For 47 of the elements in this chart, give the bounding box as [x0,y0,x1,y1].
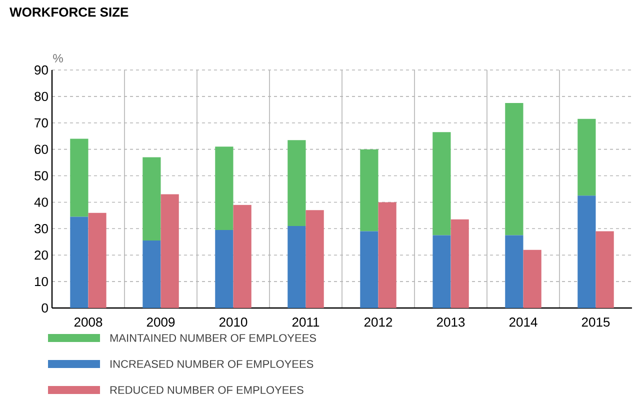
x-tick-label: 2012 [364,318,392,327]
y-tick-label: 10 [35,276,48,286]
y-axis-title: % [53,54,63,62]
x-tick-label: 2013 [436,318,465,327]
bar [432,235,451,308]
bar [142,157,161,241]
bar [432,132,451,236]
bar [450,219,469,308]
bar [505,235,524,308]
y-tick-label: 80 [34,92,48,102]
bar [360,231,378,308]
y-tick-label: 0 [42,303,48,313]
x-tick-label: 2009 [146,318,175,327]
y-tick-label: 60 [34,144,48,154]
bar [88,212,106,308]
y-tick-label: 40 [34,198,48,207]
bar [215,146,234,230]
bar [306,210,324,308]
bar [142,240,161,308]
x-tick-label: 2010 [219,318,248,327]
bar [288,226,306,308]
bar [578,118,596,196]
x-tick-label: 2014 [509,318,538,327]
bar [160,194,179,308]
legend-label: REDUCED NUMBER OF EMPLOYEES [110,386,304,394]
bar [70,138,88,217]
y-tick-label: 20 [34,250,48,260]
bar [360,149,378,232]
legend-label: INCREASED NUMBER OF EMPLOYEES [110,360,314,368]
bar [233,204,252,308]
bar [523,250,542,308]
chart-title: WORKFORCE SIZE [10,8,128,17]
y-tick-label: 90 [34,65,48,75]
x-tick-label: 2008 [74,318,102,327]
bar [215,230,234,308]
bar [505,103,524,236]
y-tick-label: 70 [34,118,48,128]
y-tick-label: 30 [34,224,48,234]
bar [378,202,396,308]
bar [70,216,88,308]
bar [288,140,306,226]
x-tick-label: 2011 [292,318,320,327]
legend-label: MAINTAINED NUMBER OF EMPLOYEES [110,334,316,342]
x-tick-label: 2015 [582,318,610,327]
y-tick-label: 50 [34,171,48,180]
bar [578,196,596,308]
bar [596,231,614,308]
